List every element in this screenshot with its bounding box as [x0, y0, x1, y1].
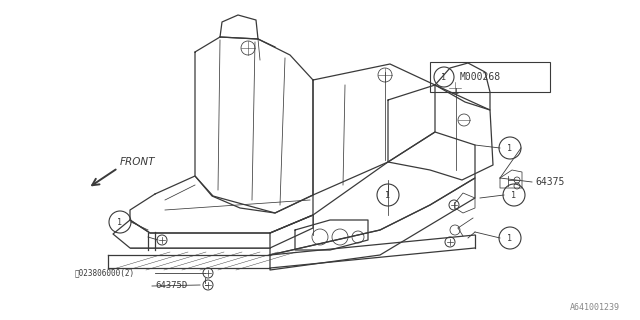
Text: 1: 1: [508, 234, 513, 243]
Text: 1: 1: [511, 190, 516, 199]
Text: 64375D: 64375D: [155, 282, 188, 291]
Text: FRONT: FRONT: [120, 157, 156, 167]
Text: M000268: M000268: [460, 72, 501, 82]
Text: 1: 1: [442, 73, 447, 82]
Text: 1: 1: [385, 190, 390, 199]
Text: 1: 1: [118, 218, 122, 227]
Text: 64375: 64375: [535, 177, 564, 187]
Text: A641001239: A641001239: [570, 303, 620, 312]
Text: 1: 1: [508, 143, 513, 153]
FancyBboxPatch shape: [430, 62, 550, 92]
Text: ⓝ023806000(2): ⓝ023806000(2): [75, 268, 135, 277]
